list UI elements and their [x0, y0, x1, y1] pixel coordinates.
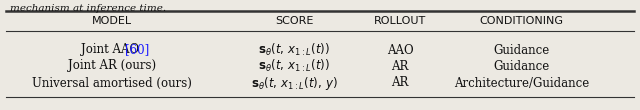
Text: $\mathbf{s}_{\theta}(t,\,x_{1:L}(t))$: $\mathbf{s}_{\theta}(t,\,x_{1:L}(t))$ — [259, 58, 330, 74]
Text: Guidance: Guidance — [493, 60, 550, 72]
Text: Joint AR (ours): Joint AR (ours) — [68, 60, 156, 72]
Text: Architecture/Guidance: Architecture/Guidance — [454, 76, 589, 90]
Text: ROLLOUT: ROLLOUT — [374, 16, 426, 26]
Text: AR: AR — [391, 76, 409, 90]
Text: Joint AAO [60]: Joint AAO [60] — [69, 43, 155, 57]
Text: $\mathbf{s}_{\theta}(t,\,x_{1:L}(t))$: $\mathbf{s}_{\theta}(t,\,x_{1:L}(t))$ — [259, 42, 330, 58]
Text: [60]: [60] — [125, 43, 150, 57]
Text: SCORE: SCORE — [275, 16, 314, 26]
Text: mechanism at inference time.: mechanism at inference time. — [10, 4, 166, 13]
Text: Guidance: Guidance — [493, 43, 550, 57]
Text: $\mathbf{s}_{\theta}(t,\,x_{1:L}(t),\,y)$: $\mathbf{s}_{\theta}(t,\,x_{1:L}(t),\,y)… — [251, 74, 338, 92]
Text: CONDITIONING: CONDITIONING — [479, 16, 564, 26]
Text: AAO: AAO — [387, 43, 413, 57]
Text: AR: AR — [391, 60, 409, 72]
Text: MODEL: MODEL — [92, 16, 132, 26]
Text: Joint AAO: Joint AAO — [81, 43, 143, 57]
Text: Universal amortised (ours): Universal amortised (ours) — [32, 76, 192, 90]
